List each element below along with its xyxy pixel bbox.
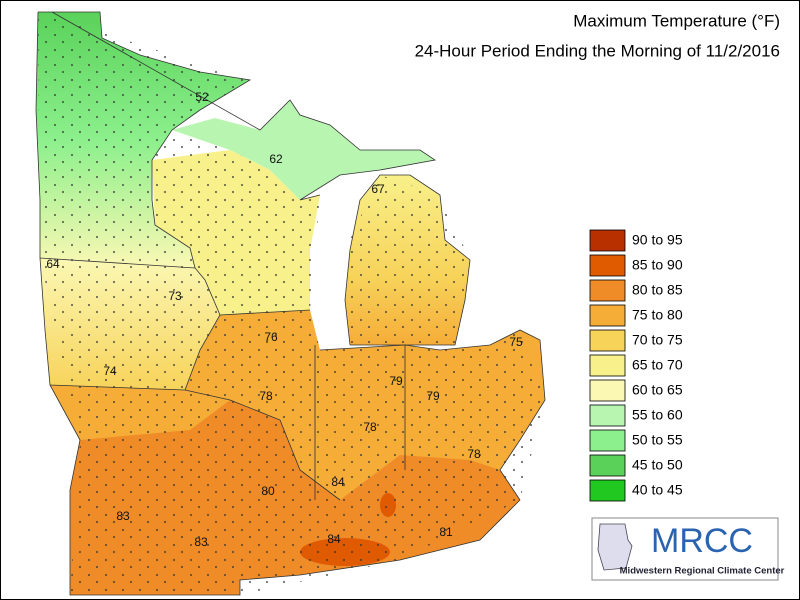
temperature-label: 62 bbox=[269, 152, 283, 166]
logo: MRCC Midwestern Regional Climate Center bbox=[591, 517, 785, 581]
legend-swatch bbox=[589, 479, 626, 502]
legend-swatch bbox=[589, 304, 626, 327]
legend-label: 80 to 85 bbox=[632, 282, 683, 298]
legend-label: 90 to 95 bbox=[632, 232, 683, 248]
temperature-label: 81 bbox=[439, 525, 453, 539]
legend-swatch bbox=[589, 454, 626, 477]
temperature-label: 79 bbox=[389, 374, 403, 388]
legend-label: 50 to 55 bbox=[632, 432, 683, 448]
legend-label: 45 to 50 bbox=[632, 457, 683, 473]
temperature-label: 84 bbox=[327, 532, 341, 546]
temperature-label: 80 bbox=[261, 484, 275, 498]
temperature-label: 64 bbox=[46, 257, 60, 271]
legend-label: 75 to 80 bbox=[632, 307, 683, 323]
temperature-label: 67 bbox=[371, 182, 385, 196]
station-dots bbox=[38, 12, 545, 595]
legend-swatch bbox=[589, 404, 626, 427]
logo-subtitle: Midwestern Regional Climate Center bbox=[620, 566, 785, 577]
legend-swatch bbox=[589, 379, 626, 402]
legend: 90 to 95 85 to 90 80 to 85 75 to 80 70 to 75… bbox=[589, 229, 683, 502]
upper-michigan bbox=[172, 100, 435, 200]
legend-label: 85 to 90 bbox=[632, 257, 683, 273]
logo-name: MRCC bbox=[651, 522, 753, 560]
legend-swatch bbox=[589, 254, 626, 277]
temperature-label: 83 bbox=[194, 535, 208, 549]
map-shapes bbox=[35, 11, 546, 596]
legend-label: 55 to 60 bbox=[632, 407, 683, 423]
legend-swatch bbox=[589, 329, 626, 352]
legend-swatch bbox=[589, 429, 626, 452]
temperature-label: 76 bbox=[264, 330, 278, 344]
temperature-label: 78 bbox=[363, 420, 377, 434]
temperature-label: 73 bbox=[168, 289, 182, 303]
legend-label: 65 to 70 bbox=[632, 357, 683, 373]
temperature-label: 74 bbox=[103, 364, 117, 378]
legend-label: 70 to 75 bbox=[632, 332, 683, 348]
legend-label: 40 to 45 bbox=[632, 482, 683, 498]
station-labels: 52 62 67 64 73 76 75 74 79 79 78 78 78 80 84 83 83 84 81 bbox=[46, 90, 523, 549]
legend-label: 60 to 65 bbox=[632, 382, 683, 398]
logo-map bbox=[597, 523, 633, 571]
temperature-label: 83 bbox=[116, 509, 130, 523]
temperature-label: 84 bbox=[331, 475, 345, 489]
temperature-label: 75 bbox=[509, 335, 523, 349]
map-subtitle: 24-Hour Period Ending the Morning of 11/… bbox=[415, 41, 780, 60]
temperature-label: 52 bbox=[195, 90, 209, 104]
legend-swatch bbox=[589, 279, 626, 302]
temperature-label: 78 bbox=[467, 447, 481, 461]
lake-michigan bbox=[310, 180, 355, 340]
temperature-label: 79 bbox=[426, 389, 440, 403]
legend-swatch bbox=[589, 354, 626, 377]
legend-swatch bbox=[589, 229, 626, 252]
map-title: Maximum Temperature (°F) bbox=[573, 11, 780, 30]
temperature-label: 78 bbox=[259, 389, 273, 403]
